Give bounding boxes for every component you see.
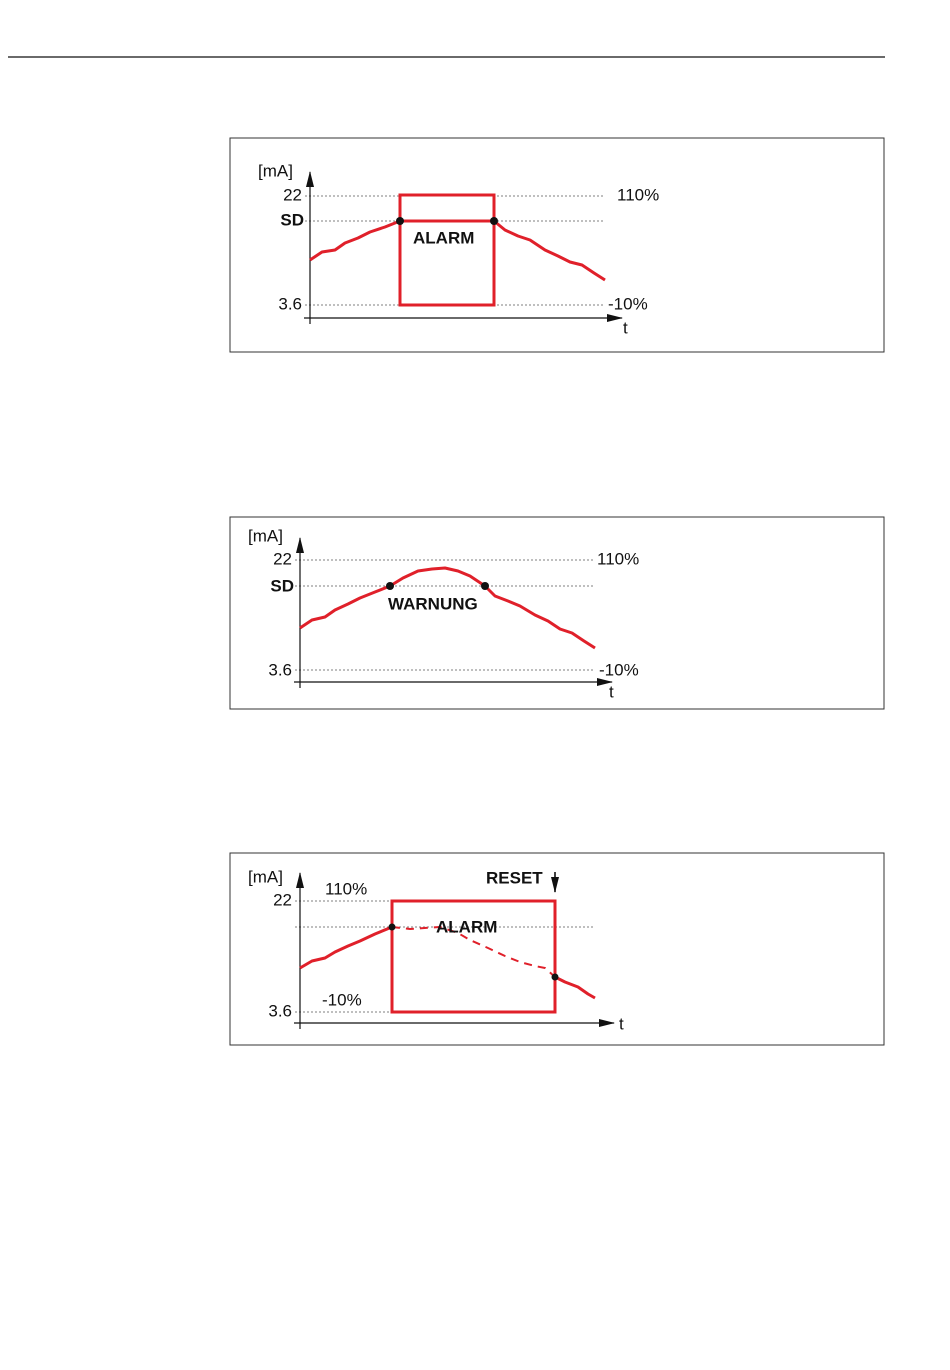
y-label: 3.6 [278, 294, 302, 313]
reset-label: RESET [486, 868, 543, 887]
y-label: 3.6 [268, 1001, 292, 1020]
y-label: 3.6 [268, 660, 292, 679]
switch-point [386, 582, 394, 590]
alarm-box [398, 193, 496, 307]
unit-label: [mA] [258, 161, 293, 180]
diagram-reset: [mA] 22 3.6 110% -10% t ALARM RESET [229, 852, 885, 1046]
signal-curve [299, 925, 393, 970]
state-label: ALARM [413, 228, 474, 247]
percent-label: -10% [608, 294, 648, 313]
signal-curve [309, 219, 401, 262]
y-label: 22 [273, 549, 292, 568]
x-label: t [609, 682, 614, 701]
switch-point [396, 217, 404, 225]
y-label: 22 [273, 890, 292, 909]
diagram-alarm: [mA] 22 SD 3.6 110% -10% t ALARM [229, 137, 885, 353]
percent-label: 110% [597, 549, 639, 568]
frame [229, 137, 885, 353]
x-label: t [623, 318, 628, 337]
alarm-box [390, 899, 557, 1014]
switch-point [551, 973, 559, 981]
state-label: WARNUNG [388, 594, 478, 613]
unit-label: [mA] [248, 526, 283, 545]
switch-point [388, 923, 396, 931]
percent-label: 110% [617, 185, 659, 204]
signal-curve [299, 566, 596, 650]
frame [229, 852, 885, 1046]
switch-point [481, 582, 489, 590]
signal-curve [554, 975, 596, 1000]
percent-label: -10% [322, 990, 362, 1009]
signal-curve [493, 219, 606, 282]
percent-label: 110% [325, 879, 367, 898]
state-label: ALARM [436, 917, 497, 936]
diagram-warning: [mA] 22 SD 3.6 110% -10% t WARNUNG [229, 516, 885, 710]
switch-point [490, 217, 498, 225]
y-label: SD [270, 576, 294, 595]
unit-label: [mA] [248, 867, 283, 886]
y-label: SD [280, 210, 304, 229]
percent-label: -10% [599, 660, 639, 679]
y-label: 22 [283, 185, 302, 204]
frame [229, 516, 885, 710]
x-label: t [619, 1014, 624, 1033]
held-curve [391, 926, 556, 978]
